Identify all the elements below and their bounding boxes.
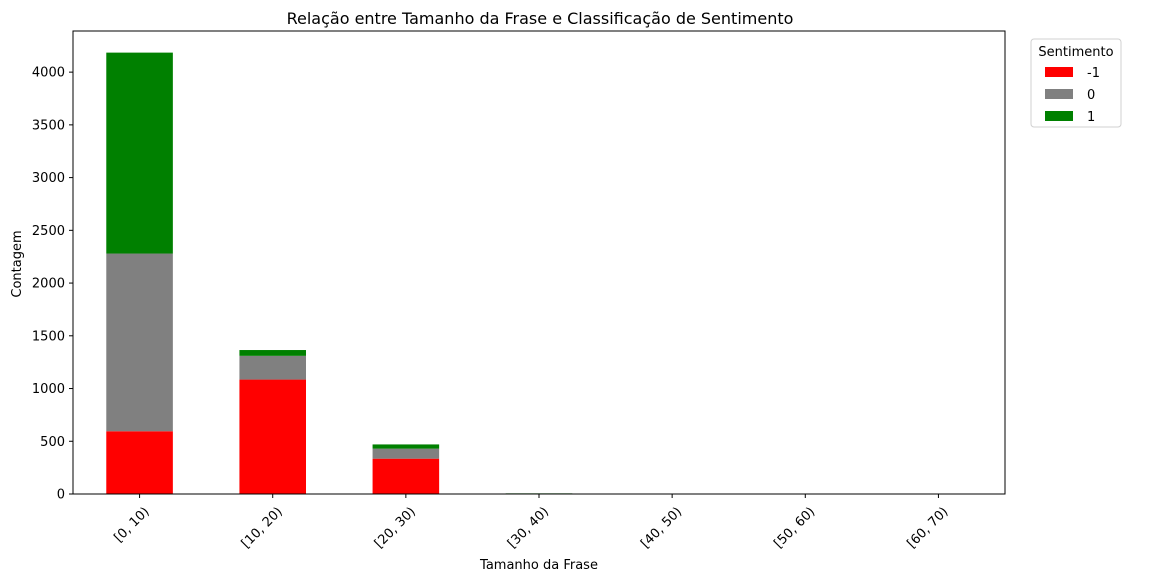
- y-axis-label: Contagem: [10, 230, 25, 297]
- x-tick-label: [30, 40): [505, 504, 552, 551]
- x-tick-label: [10, 20): [239, 504, 286, 551]
- y-tick-label: 2000: [32, 277, 65, 292]
- legend-swatch-0: [1045, 89, 1073, 99]
- bar-0-0: [106, 253, 173, 432]
- y-tick-label: 1000: [32, 382, 65, 397]
- legend-swatch--1: [1045, 67, 1073, 77]
- bar--1-1: [239, 379, 306, 494]
- y-tick-label: 1500: [32, 329, 65, 344]
- plot-area: 0 500 1000 1500 2000 2500 3000 3500 4000 [0, 10) […: [32, 30, 1006, 551]
- bar-0-2: [372, 448, 440, 459]
- y-tick-label: 0: [57, 488, 65, 503]
- legend-title: Sentimento: [1038, 45, 1113, 60]
- x-tick-label: [0, 10): [111, 504, 152, 545]
- x-tick-label: [60, 70): [904, 504, 951, 551]
- legend-label-1: 1: [1087, 110, 1095, 125]
- y-tick-label: 4000: [32, 66, 65, 81]
- x-tick-label: [40, 50): [638, 504, 685, 551]
- bar-0-1: [239, 355, 306, 380]
- bar-1-2: [372, 444, 440, 449]
- chart-title: Relação entre Tamanho da Frase e Classif…: [287, 9, 794, 28]
- y-tick-label: 500: [40, 435, 65, 450]
- bar-1-1: [239, 350, 306, 356]
- bar-1-0: [106, 52, 173, 254]
- x-tick-label: [50, 60): [771, 504, 818, 551]
- x-tick-label: [20, 30): [372, 504, 419, 551]
- legend-label--1: -1: [1087, 66, 1100, 81]
- legend-label-0: 0: [1087, 88, 1095, 103]
- x-axis-label: Tamanho da Frase: [479, 558, 598, 573]
- bar--1-0: [106, 431, 173, 494]
- bar--1-2: [372, 458, 440, 494]
- legend-swatch-1: [1045, 111, 1073, 121]
- axes-frame: [72, 30, 1006, 495]
- y-tick-label: 3500: [32, 118, 65, 133]
- y-tick-label: 2500: [32, 224, 65, 239]
- legend-box: [1030, 38, 1122, 128]
- y-tick-label: 3000: [32, 171, 65, 186]
- legend: Sentimento -1 0 1: [1030, 38, 1122, 128]
